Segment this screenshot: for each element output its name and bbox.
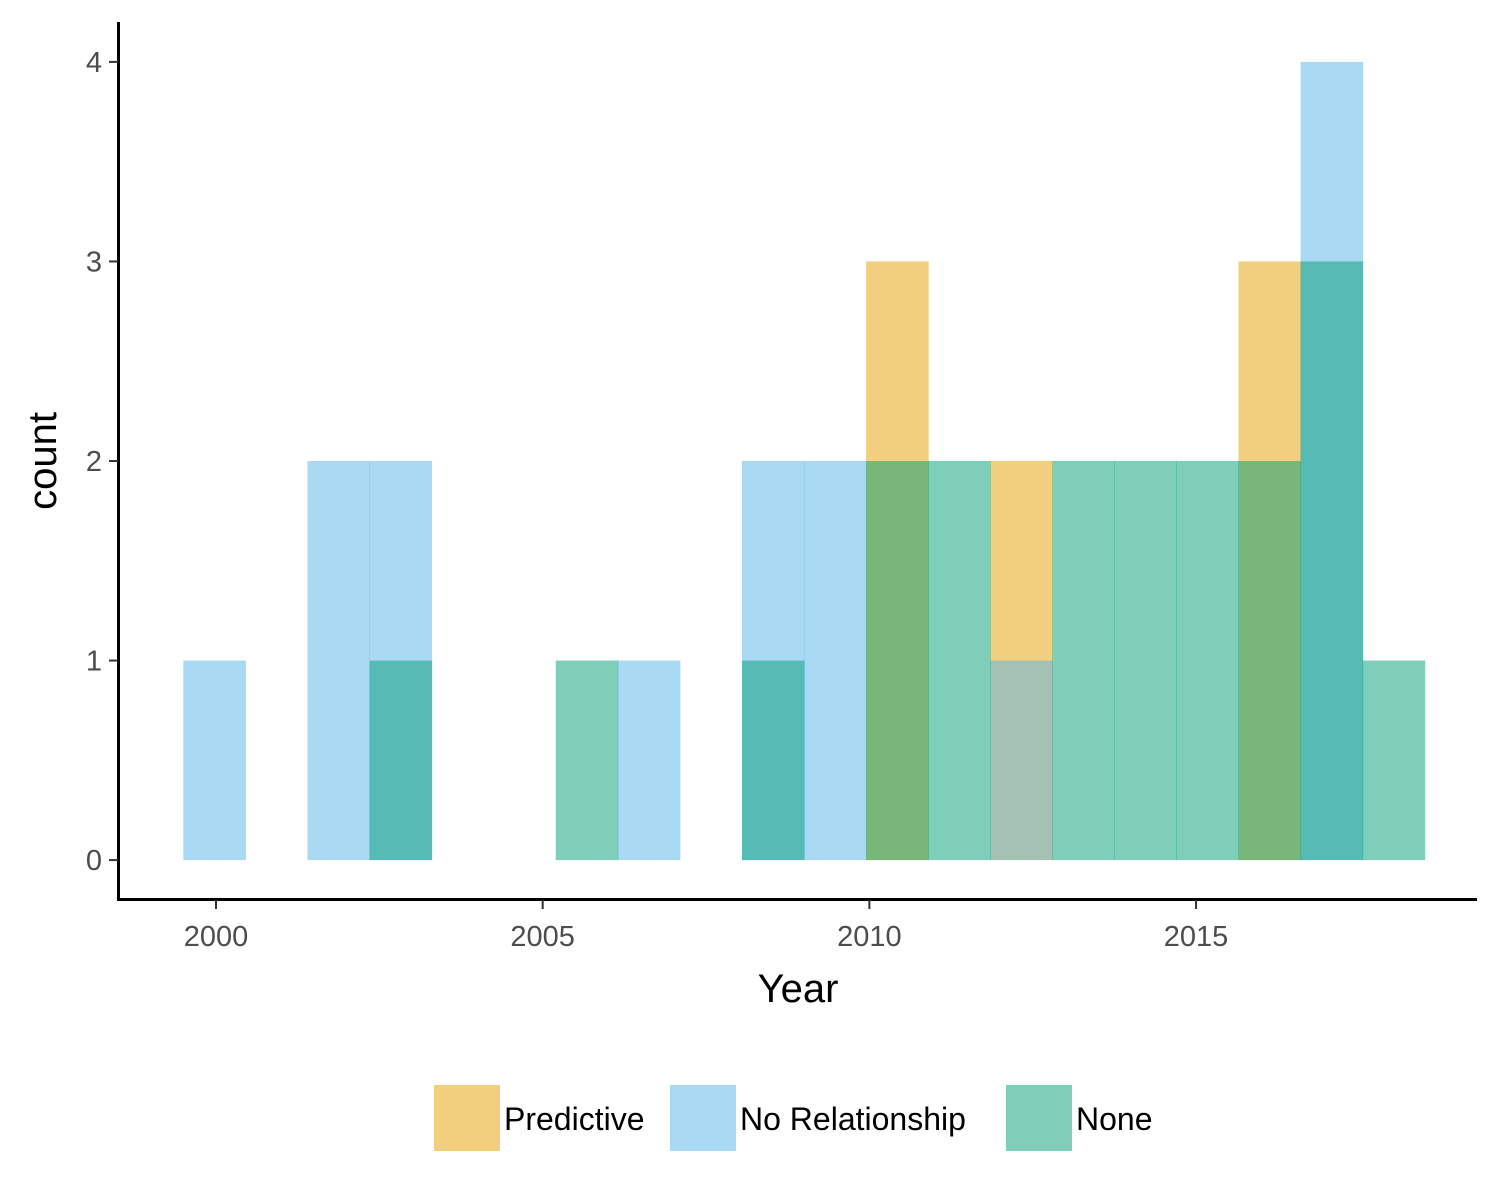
bar-none-bin-6 bbox=[555, 660, 619, 861]
legend-label-none: None bbox=[1076, 1101, 1153, 1137]
axes-layer bbox=[117, 22, 1477, 901]
bar-none-bin-15 bbox=[1114, 461, 1177, 861]
y-tick-label-2: 2 bbox=[86, 446, 102, 478]
bar-no-relationship-bin-2 bbox=[307, 461, 371, 861]
bar-no-relationship-bin-13 bbox=[990, 660, 1053, 861]
bar-none-bin-9 bbox=[741, 660, 805, 861]
legend-key-none bbox=[1006, 1085, 1072, 1151]
bar-no-relationship-bin-0 bbox=[183, 660, 246, 861]
y-tick-label-4: 4 bbox=[86, 47, 102, 79]
legend-item-no-relationship: No Relationship bbox=[670, 1085, 966, 1151]
y-tick-label-3: 3 bbox=[86, 246, 102, 278]
x-ticks: 2000 2005 2010 2015 bbox=[184, 900, 1229, 953]
x-axis-title: Year bbox=[758, 967, 839, 1011]
x-tick-label-2010: 2010 bbox=[837, 921, 902, 953]
legend-label-no-relationship: No Relationship bbox=[740, 1101, 966, 1137]
legend: Predictive No Relationship None bbox=[434, 1085, 1153, 1151]
x-tick-label-2015: 2015 bbox=[1164, 921, 1229, 953]
bars-layer bbox=[183, 61, 1426, 861]
y-tick-label-0: 0 bbox=[86, 845, 102, 877]
bar-none-bin-12 bbox=[928, 461, 991, 861]
bar-none-bin-14 bbox=[1052, 461, 1115, 861]
bar-no-relationship-bin-7 bbox=[617, 660, 681, 861]
bar-none-bin-19 bbox=[1362, 660, 1426, 861]
y-ticks: 0 1 2 3 4 bbox=[86, 47, 118, 877]
y-axis-title: count bbox=[21, 412, 65, 510]
x-tick-label-2000: 2000 bbox=[184, 921, 249, 953]
y-tick-label-1: 1 bbox=[86, 646, 102, 678]
legend-label-predictive: Predictive bbox=[504, 1101, 645, 1137]
bar-none-bin-17 bbox=[1238, 461, 1302, 861]
x-tick-label-2005: 2005 bbox=[510, 921, 575, 953]
bar-none-bin-11 bbox=[866, 461, 929, 861]
legend-item-none: None bbox=[1006, 1085, 1153, 1151]
bar-none-bin-16 bbox=[1176, 461, 1240, 861]
legend-key-no-relationship bbox=[670, 1085, 736, 1151]
bar-none-bin-18 bbox=[1300, 261, 1364, 861]
legend-key-predictive bbox=[434, 1085, 500, 1151]
bar-no-relationship-bin-10 bbox=[804, 461, 867, 861]
bar-none-bin-3 bbox=[369, 660, 433, 861]
legend-item-predictive: Predictive bbox=[434, 1085, 645, 1151]
